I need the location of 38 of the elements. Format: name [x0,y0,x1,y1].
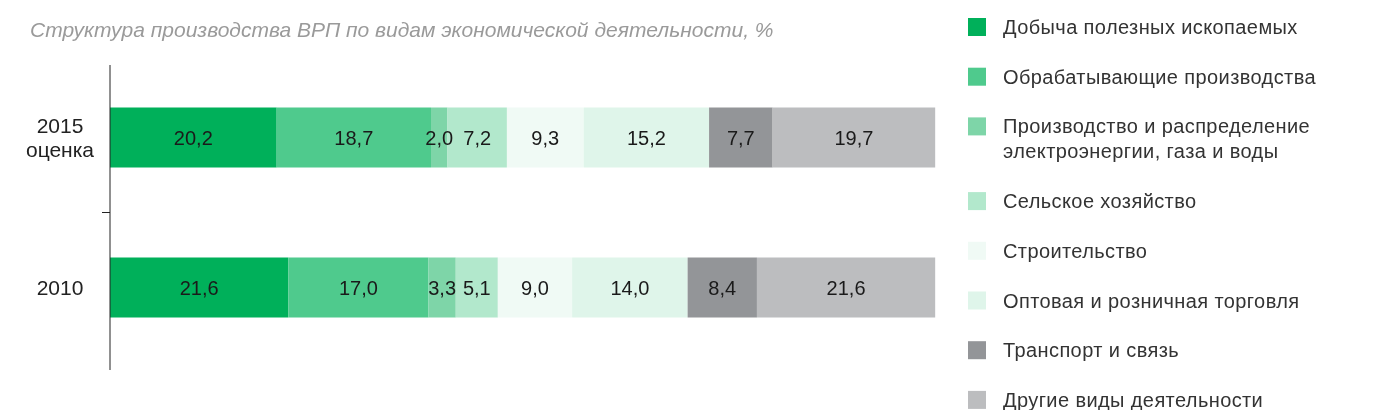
bar [772,107,936,168]
y-tick-label: 2010 [36,275,84,299]
data-label: 7,7 [726,126,755,149]
legend-label: Сельское хозяйство [1003,190,1197,213]
data-label: 9,3 [531,126,560,149]
data-label: 7,2 [463,126,492,149]
bar [709,107,773,168]
legend-label: Транспорт и связь [1003,339,1180,362]
legend-label: Обрабатывающие производства [1003,65,1317,88]
bar [756,257,936,318]
data-label: 19,7 [834,126,874,149]
data-label: 9,0 [521,276,549,299]
data-label: 20,2 [173,126,213,149]
data-label: 21,6 [179,276,219,299]
bar [110,257,289,318]
legend-label: Оптовая и розничная торговля [1003,289,1300,312]
legend-label: Добыча полезных ископаемых [1003,16,1298,38]
data-label: 15,2 [626,126,666,149]
data-label: 14,0 [610,276,650,299]
bar [506,107,584,168]
data-label: 3,3 [428,276,457,299]
bar [455,257,498,318]
data-label: 17,0 [338,276,378,299]
bar [572,257,688,318]
chart-title: Структура производства ВРП по видам экономической деятельности, % [30,18,774,42]
data-label: 8,4 [708,276,737,299]
bar [497,257,573,318]
data-label: 5,1 [462,276,491,299]
bar [110,107,277,168]
bar [687,257,757,318]
data-label: 18,7 [334,126,374,149]
bar [288,257,429,318]
data-label: 21,6 [826,276,866,299]
legend-label: Строительство [1003,239,1148,262]
y-tick-label: 2015 оценка [25,113,95,161]
data-label: 2,0 [425,126,454,149]
bar [583,107,710,168]
legend-label: Производство и распределение электроэнергии, газа и воды [1003,115,1311,163]
